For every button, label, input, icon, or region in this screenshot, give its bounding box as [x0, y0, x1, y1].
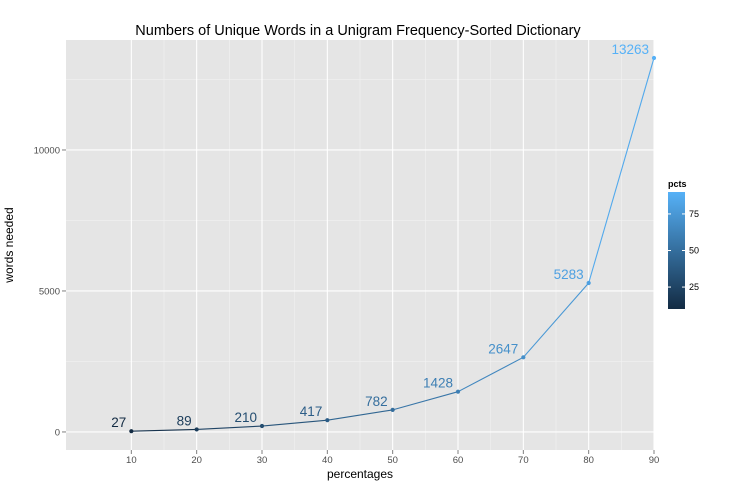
line-segment — [522, 282, 590, 358]
legend-tick-label: 75 — [689, 209, 699, 219]
series-line — [131, 57, 655, 432]
x-tick-label: 90 — [649, 455, 660, 466]
x-tick-label: 60 — [453, 455, 464, 466]
x-axis: 10 20 30 40 50 60 70 80 90 — [126, 450, 659, 466]
chart-title: Numbers of Unique Words in a Unigram Fre… — [135, 23, 581, 39]
y-axis-label: words needed — [2, 207, 16, 283]
legend-tick-label: 50 — [689, 246, 699, 256]
line-segment — [327, 409, 393, 421]
data-label: 13263 — [611, 42, 649, 57]
data-label: 5283 — [554, 267, 584, 282]
data-label: 210 — [234, 410, 257, 425]
data-point — [586, 280, 591, 286]
y-axis: 0 5000 10000 — [34, 145, 66, 438]
data-label: 782 — [365, 394, 388, 409]
y-tick-label: 5000 — [39, 286, 60, 297]
y-tick-label: 0 — [55, 427, 60, 438]
data-point — [259, 423, 265, 429]
x-tick-label: 40 — [322, 455, 333, 466]
data-label: 1428 — [423, 376, 453, 391]
minor-gridlines — [66, 40, 654, 450]
data-label: 27 — [111, 415, 126, 430]
x-tick-label: 30 — [257, 455, 268, 466]
x-tick-label: 50 — [387, 455, 398, 466]
data-label: 2647 — [488, 341, 518, 356]
color-legend: pcts 25 50 75 — [668, 179, 699, 309]
legend-tick-label: 25 — [689, 282, 699, 292]
line-segment — [196, 425, 263, 430]
line-segment — [392, 391, 459, 411]
data-point — [194, 427, 199, 432]
data-labels: 27 89 210 417 782 1428 2647 5283 13263 — [111, 42, 649, 430]
data-point — [325, 418, 330, 423]
x-axis-label: percentages — [327, 467, 393, 481]
x-tick-label: 10 — [126, 455, 137, 466]
y-tick-label: 10000 — [34, 145, 60, 156]
major-gridlines — [66, 40, 655, 450]
x-tick-label: 70 — [518, 455, 529, 466]
data-point — [521, 355, 526, 360]
data-point — [651, 55, 657, 61]
data-label: 417 — [300, 404, 323, 419]
legend-title: pcts — [668, 179, 687, 189]
line-segment — [261, 419, 328, 427]
line-segment — [131, 428, 197, 432]
data-point — [455, 389, 461, 394]
line-segment — [457, 356, 524, 393]
legend-ticks: 25 50 75 — [668, 209, 699, 292]
data-point — [390, 407, 395, 413]
legend-colorbar — [668, 192, 685, 309]
data-point — [129, 429, 134, 434]
line-segment — [588, 57, 655, 284]
x-tick-label: 20 — [191, 455, 202, 466]
data-label: 89 — [177, 413, 192, 428]
series-points — [129, 55, 657, 434]
x-tick-label: 80 — [583, 455, 594, 466]
